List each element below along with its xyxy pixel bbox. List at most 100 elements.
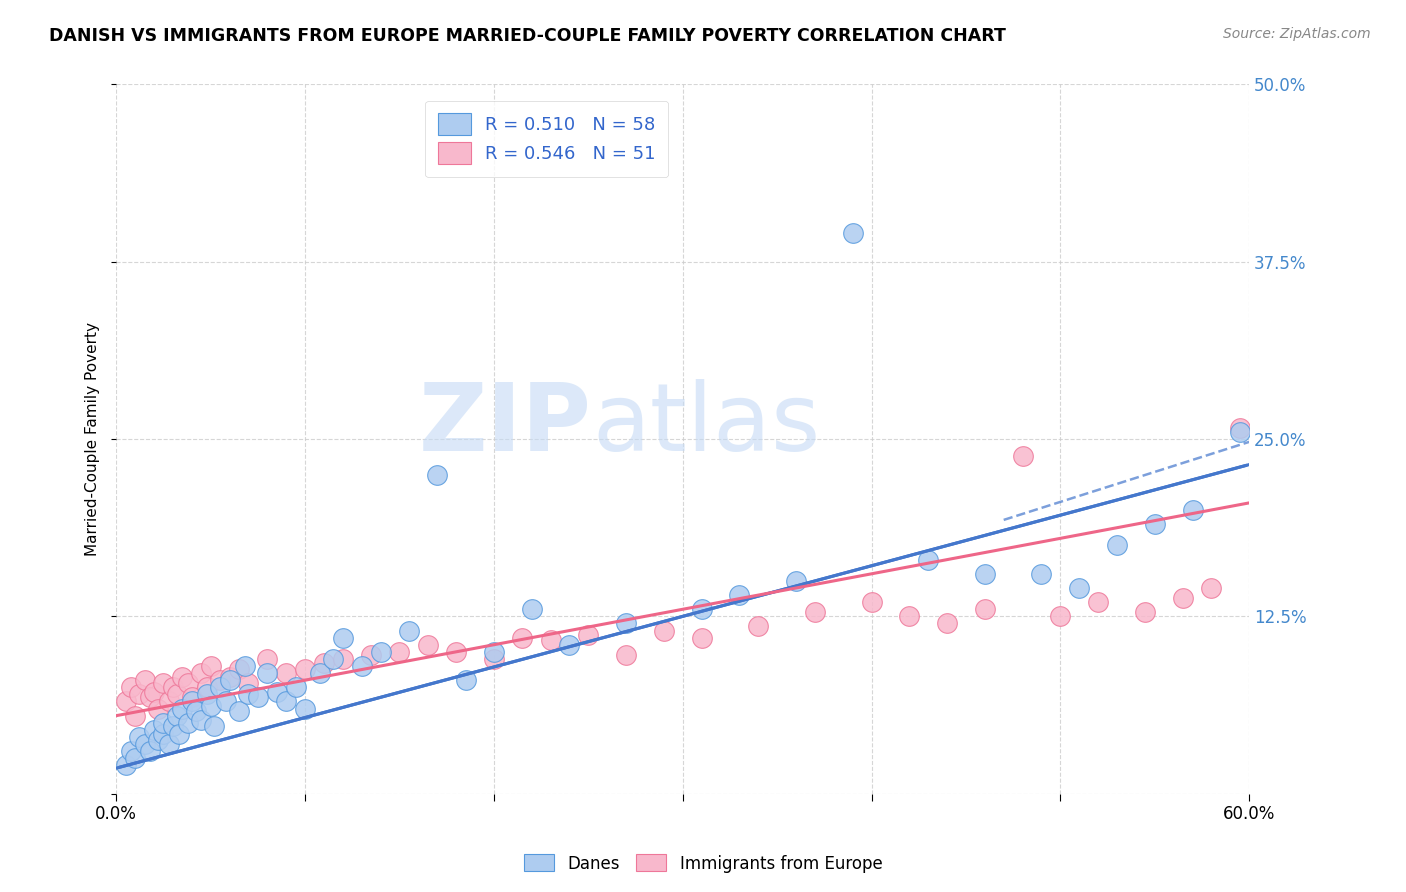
Point [152, 715, 174, 730]
Point [294, 701, 316, 715]
Point [917, 552, 939, 566]
Point [180, 690, 202, 705]
Point [238, 687, 260, 701]
Point [184, 705, 207, 719]
Text: atlas: atlas [592, 379, 820, 471]
Point [146, 732, 169, 747]
Point [172, 701, 194, 715]
Point [238, 676, 260, 690]
Point [1011, 449, 1033, 463]
Point [134, 673, 156, 688]
Y-axis label: Married-Couple Family Poverty: Married-Couple Family Poverty [86, 322, 100, 556]
Point [804, 605, 827, 619]
Point [973, 566, 995, 581]
Point [139, 690, 162, 705]
Point [690, 631, 713, 645]
Point [1049, 609, 1071, 624]
Point [128, 730, 150, 744]
Point [416, 638, 439, 652]
Point [690, 602, 713, 616]
Point [614, 648, 637, 662]
Point [266, 684, 288, 698]
Point [370, 645, 392, 659]
Point [312, 656, 335, 670]
Point [276, 694, 298, 708]
Point [1201, 581, 1223, 595]
Point [332, 652, 354, 666]
Text: Source: ZipAtlas.com: Source: ZipAtlas.com [1223, 27, 1371, 41]
Point [309, 666, 332, 681]
Point [576, 628, 599, 642]
Point [614, 616, 637, 631]
Point [152, 727, 174, 741]
Point [146, 701, 169, 715]
Point [454, 673, 477, 688]
Point [860, 595, 883, 609]
Point [124, 751, 146, 765]
Point [256, 652, 278, 666]
Point [558, 638, 581, 652]
Point [228, 662, 250, 676]
Point [1181, 503, 1204, 517]
Point [332, 631, 354, 645]
Point [143, 723, 166, 737]
Point [540, 633, 562, 648]
Point [520, 602, 543, 616]
Point [284, 681, 307, 695]
Point [841, 227, 863, 241]
Point [157, 737, 180, 751]
Point [177, 676, 200, 690]
Legend: R = 0.510   N = 58, R = 0.546   N = 51: R = 0.510 N = 58, R = 0.546 N = 51 [426, 101, 668, 178]
Point [398, 624, 420, 638]
Point [128, 687, 150, 701]
Point [139, 744, 162, 758]
Point [246, 690, 269, 705]
Point [172, 670, 194, 684]
Point [209, 673, 232, 688]
Point [1069, 581, 1091, 595]
Point [124, 708, 146, 723]
Point [166, 708, 188, 723]
Point [482, 645, 505, 659]
Point [215, 694, 238, 708]
Point [152, 676, 174, 690]
Point [120, 744, 142, 758]
Point [114, 694, 136, 708]
Point [747, 619, 769, 633]
Point [200, 698, 222, 713]
Point [482, 652, 505, 666]
Point [294, 662, 316, 676]
Point [195, 681, 218, 695]
Point [652, 624, 675, 638]
Point [180, 694, 202, 708]
Point [166, 687, 188, 701]
Point [177, 715, 200, 730]
Point [204, 718, 226, 732]
Point [228, 705, 250, 719]
Point [209, 681, 232, 695]
Point [322, 652, 344, 666]
Point [114, 758, 136, 772]
Point [120, 681, 142, 695]
Point [1031, 566, 1053, 581]
Point [276, 666, 298, 681]
Point [218, 670, 240, 684]
Point [190, 713, 212, 727]
Point [728, 588, 751, 602]
Point [1171, 591, 1194, 605]
Point [785, 574, 807, 588]
Point [134, 737, 156, 751]
Point [256, 666, 278, 681]
Point [936, 616, 959, 631]
Point [195, 687, 218, 701]
Point [190, 666, 212, 681]
Point [233, 659, 256, 673]
Point [1143, 517, 1166, 532]
Point [388, 645, 411, 659]
Point [1135, 605, 1157, 619]
Text: ZIP: ZIP [419, 379, 592, 471]
Text: DANISH VS IMMIGRANTS FROM EUROPE MARRIED-COUPLE FAMILY POVERTY CORRELATION CHART: DANISH VS IMMIGRANTS FROM EUROPE MARRIED… [49, 27, 1007, 45]
Point [973, 602, 995, 616]
Point [162, 681, 184, 695]
Point [200, 659, 222, 673]
